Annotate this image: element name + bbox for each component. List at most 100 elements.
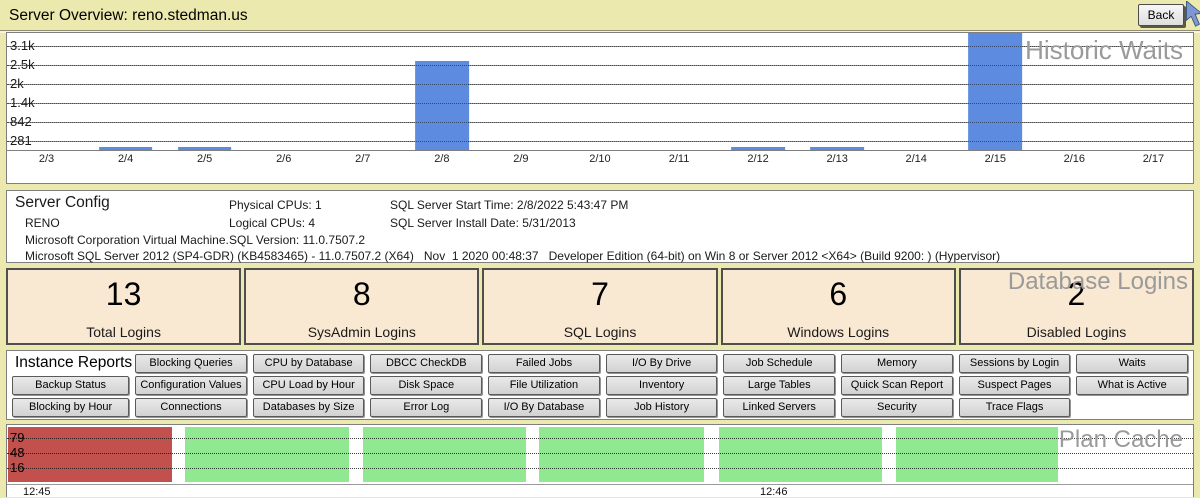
plan-cache-x-tick-12-46: 12:46 (760, 486, 788, 498)
report-button-what-is-active[interactable]: What is Active (1076, 375, 1188, 395)
report-button-inventory[interactable]: Inventory (605, 375, 718, 395)
database-logins-row: 13 Total Logins 8 SysAdmin Logins 7 SQL Login… (6, 268, 1195, 345)
report-button-cpu-load-by-hour[interactable]: CPU Load by Hour (252, 375, 365, 395)
bar-slot-2-4 (86, 33, 165, 150)
report-button-connections[interactable]: Connections (135, 397, 247, 417)
plan-cache-bar-6 (896, 427, 1058, 482)
server-config-heading: Server Config (15, 194, 110, 211)
bar-slot-2-5 (165, 33, 244, 150)
plan-cache-chart[interactable]: 79 48 16 (7, 425, 1193, 485)
report-button-large-tables[interactable]: Large Tables (723, 375, 836, 395)
report-button-job-schedule[interactable]: Job Schedule (723, 353, 836, 373)
login-count-sql-logins: 7 (591, 276, 609, 312)
wait-bar-2-4 (98, 146, 153, 150)
login-box-disabled-logins[interactable]: 2 Disabled Logins (958, 268, 1195, 345)
titlebar: Server Overview: reno.stedman.us Back (0, 0, 1200, 31)
plan-cache-bar-2 (185, 427, 349, 482)
instance-reports-panel: Instance Reports Blocking Queries CPU by … (6, 350, 1194, 420)
mouse-cursor-icon (1186, 1, 1200, 27)
login-box-sql-logins[interactable]: 7 SQL Logins (482, 268, 718, 345)
plan-cache-bar-3 (363, 427, 526, 482)
server-config-physical-cpus: Physical CPUs: 1 (229, 198, 322, 212)
instance-reports-grid: Instance Reports Blocking Queries CPU by … (9, 352, 1191, 418)
report-button-i-o-by-database[interactable]: I/O By Database (488, 397, 600, 417)
bar-slot-2-16 (1035, 33, 1114, 150)
back-button[interactable]: Back (1138, 4, 1184, 26)
x-tick-2-12: 2/12 (747, 153, 769, 165)
bar-slot-2-13 (798, 33, 877, 150)
gridline-overlay-842 (7, 122, 1193, 123)
x-tick-2-5: 2/5 (197, 153, 213, 165)
login-count-total-logins: 13 (105, 276, 142, 312)
historic-waits-panel: 281 842 1.4k 2k 2.5k 3.1k 2/3 2/4 2/5 2/6 2/7 2/8 2… (6, 32, 1194, 184)
report-button-waits[interactable]: Waits (1076, 353, 1188, 373)
plan-cache-bar-1 (8, 427, 172, 482)
y-tick-1-4k: 1.4k (10, 95, 35, 110)
login-box-windows-logins[interactable]: 6 Windows Logins (720, 268, 956, 345)
login-label-sysadmin-logins: SysAdmin Logins (307, 324, 416, 340)
plan-cache-bar-4 (539, 427, 704, 482)
y-tick-3-1k: 3.1k (10, 38, 35, 53)
report-button-failed-jobs[interactable]: Failed Jobs (488, 353, 600, 373)
page-title: Server Overview: reno.stedman.us (9, 7, 248, 24)
plan-cache-y-tick-16: 16 (10, 460, 25, 475)
historic-waits-x-axis: 2/3 2/4 2/5 2/6 2/7 2/8 2/9 2/10 2/11 2/12 2/13 2/1… (7, 153, 1193, 169)
report-button-job-history[interactable]: Job History (605, 397, 718, 417)
bar-slot-2-10 (560, 33, 639, 150)
report-button-databases-by-size[interactable]: Databases by Size (252, 397, 365, 417)
y-tick-2k: 2k (10, 76, 24, 91)
login-label-windows-logins: Windows Logins (787, 324, 890, 340)
wait-bar-2-12 (731, 146, 785, 150)
server-config-start-time: SQL Server Start Time: 2/8/2022 5:43:47 … (390, 198, 629, 212)
login-box-sysadmin-logins[interactable]: 8 SysAdmin Logins (244, 268, 480, 345)
login-box-total-logins[interactable]: 13 Total Logins (6, 268, 242, 345)
x-tick-2-7: 2/7 (355, 153, 371, 165)
y-tick-842: 842 (10, 114, 32, 129)
x-tick-2-17: 2/17 (1142, 153, 1165, 165)
x-tick-2-14: 2/14 (905, 153, 927, 165)
report-button-trace-flags[interactable]: Trace Flags (958, 397, 1071, 417)
report-button-file-utilization[interactable]: File Utilization (488, 375, 600, 395)
gridline-overlay-281 (7, 141, 1193, 142)
bar-slot-2-8 (402, 33, 481, 150)
report-button-configuration-values[interactable]: Configuration Values (135, 375, 247, 395)
x-tick-2-13: 2/13 (826, 153, 848, 165)
server-config-version-string: Microsoft SQL Server 2012 (SP4-GDR) (KB4… (25, 249, 1001, 263)
x-tick-2-6: 2/6 (276, 153, 292, 165)
report-button-blocking-queries[interactable]: Blocking Queries (135, 353, 247, 373)
x-tick-2-9: 2/9 (513, 153, 529, 165)
server-config-machine: Microsoft Corporation Virtual Machine. (25, 233, 229, 247)
report-button-suspect-pages[interactable]: Suspect Pages (958, 375, 1071, 395)
bar-slot-2-15 (956, 33, 1035, 150)
report-button-memory[interactable]: Memory (841, 353, 953, 373)
report-button-cpu-by-database[interactable]: CPU by Database (252, 353, 365, 373)
plan-cache-bar-5 (719, 427, 882, 482)
report-button-error-log[interactable]: Error Log (370, 397, 483, 417)
report-button-dbcc-checkdb[interactable]: DBCC CheckDB (370, 353, 483, 373)
instance-reports-heading: Instance Reports (15, 354, 133, 371)
login-count-sysadmin-logins: 8 (352, 276, 371, 312)
server-config-host: RENO (25, 216, 60, 230)
y-tick-2-5k: 2.5k (10, 57, 35, 72)
report-button-sessions-by-login[interactable]: Sessions by Login (958, 353, 1071, 373)
login-label-sql-logins: SQL Logins (563, 324, 637, 340)
plan-cache-x-tick-12-45: 12:45 (23, 486, 51, 498)
server-config-install-date: SQL Server Install Date: 5/31/2013 (390, 216, 576, 230)
bar-slot-2-17 (1114, 33, 1193, 150)
historic-waits-chart[interactable]: 281 842 1.4k 2k 2.5k 3.1k (7, 33, 1193, 151)
x-tick-2-3: 2/3 (38, 153, 55, 165)
report-button-quick-scan-report[interactable]: Quick Scan Report (841, 375, 953, 395)
report-button-disk-space[interactable]: Disk Space (370, 375, 483, 395)
x-tick-2-4: 2/4 (117, 153, 134, 165)
y-tick-281: 281 (10, 133, 32, 148)
login-count-windows-logins: 6 (829, 276, 848, 312)
report-button-backup-status[interactable]: Backup Status (12, 375, 130, 395)
report-button-i-o-by-drive[interactable]: I/O By Drive (605, 353, 718, 373)
historic-waits-bars (7, 33, 1193, 150)
report-button-linked-servers[interactable]: Linked Servers (723, 397, 836, 417)
report-button-blocking-by-hour[interactable]: Blocking by Hour (12, 397, 130, 417)
wait-bar-2-5 (177, 146, 232, 150)
x-tick-2-11: 2/11 (668, 153, 690, 165)
report-button-security[interactable]: Security (841, 397, 953, 417)
